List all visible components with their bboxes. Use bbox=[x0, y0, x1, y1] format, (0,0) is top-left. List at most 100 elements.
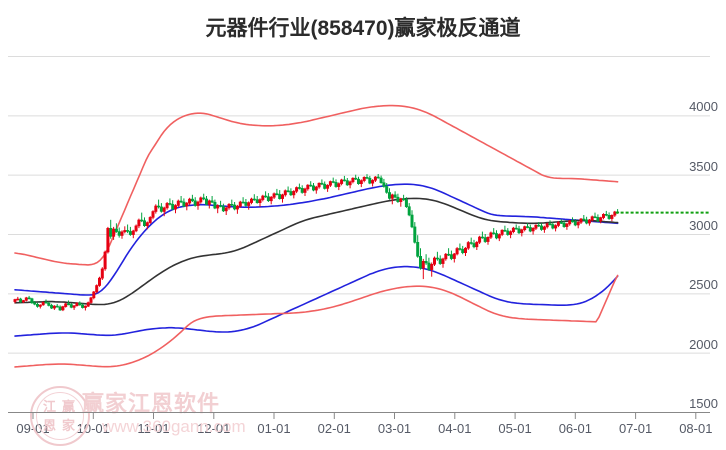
candle-body bbox=[438, 258, 442, 264]
candle-body bbox=[19, 298, 23, 303]
candle-body bbox=[221, 206, 225, 212]
candle-body bbox=[250, 198, 254, 203]
candle-body bbox=[556, 222, 560, 226]
chart-canvas bbox=[8, 56, 710, 368]
candle-body bbox=[258, 199, 262, 204]
candle-body bbox=[283, 190, 287, 196]
candle-body bbox=[199, 197, 203, 203]
candle-body bbox=[365, 177, 369, 179]
candle-body bbox=[309, 184, 313, 187]
candle-body bbox=[98, 277, 102, 286]
candle-body bbox=[509, 231, 513, 235]
x-axis-tick-label: 04-01 bbox=[438, 421, 472, 436]
candle-body bbox=[109, 228, 113, 237]
x-axis-tick-label: 08-01 bbox=[679, 421, 713, 436]
candle-body bbox=[328, 181, 332, 186]
x-axis-tick-label: 10-01 bbox=[76, 421, 110, 436]
candle-body bbox=[418, 256, 422, 269]
candle-body bbox=[565, 223, 569, 227]
candle-body bbox=[582, 218, 586, 221]
candle-body bbox=[432, 257, 436, 265]
candle-body bbox=[154, 205, 158, 212]
candle-body bbox=[402, 198, 406, 201]
candle-body bbox=[252, 198, 256, 201]
candle-body bbox=[320, 182, 324, 185]
candle-body bbox=[255, 199, 259, 204]
candle-body bbox=[455, 248, 459, 255]
candle-body bbox=[466, 242, 470, 249]
candle-body bbox=[326, 185, 330, 189]
candle-body bbox=[506, 230, 510, 235]
candle-body bbox=[38, 304, 42, 307]
candle-body bbox=[117, 231, 121, 236]
candle-body bbox=[52, 305, 56, 309]
candle-body bbox=[275, 193, 279, 195]
candle-body bbox=[590, 216, 594, 221]
candle-body bbox=[342, 179, 346, 182]
candle-body bbox=[75, 302, 79, 307]
candle-body bbox=[351, 177, 355, 183]
candle-body bbox=[311, 185, 315, 191]
x-axis-tick-label: 09-01 bbox=[16, 421, 50, 436]
candle-body bbox=[576, 222, 580, 226]
candle-body bbox=[396, 196, 400, 202]
candle-body bbox=[289, 191, 293, 196]
candle-body bbox=[238, 201, 242, 207]
candle-body bbox=[528, 227, 532, 232]
candle-body bbox=[13, 299, 17, 302]
candle-body bbox=[376, 176, 380, 179]
candle-body bbox=[81, 304, 85, 308]
candle-body bbox=[483, 237, 487, 242]
candle-body bbox=[517, 228, 521, 234]
candle-body bbox=[182, 201, 186, 207]
candle-body bbox=[190, 198, 194, 202]
candle-body bbox=[399, 198, 403, 202]
candle-body bbox=[295, 187, 299, 192]
candle-body bbox=[539, 225, 543, 230]
candle-body bbox=[424, 261, 428, 264]
candle-body bbox=[247, 202, 251, 206]
candle-body bbox=[55, 305, 59, 308]
candle-body bbox=[165, 203, 169, 209]
candle-body bbox=[317, 182, 321, 188]
candle-body bbox=[441, 258, 445, 264]
x-axis-tick-label: 11-01 bbox=[137, 421, 170, 436]
candle-body bbox=[478, 236, 482, 243]
candle-body bbox=[286, 190, 290, 192]
candle-body bbox=[511, 227, 515, 233]
candle-body bbox=[72, 305, 76, 308]
candle-body bbox=[179, 200, 183, 203]
candle-body bbox=[368, 177, 372, 184]
candle-body bbox=[210, 200, 214, 203]
candle-body bbox=[196, 201, 200, 206]
candle-body bbox=[244, 202, 248, 206]
candle-body bbox=[407, 206, 411, 216]
candle-body bbox=[193, 200, 197, 206]
candle-body bbox=[548, 223, 552, 226]
candle-body bbox=[78, 302, 82, 306]
candle-body bbox=[596, 217, 600, 222]
candle-body bbox=[387, 192, 391, 199]
candle-body bbox=[227, 204, 231, 209]
candle-body bbox=[492, 232, 496, 235]
candle-body bbox=[205, 198, 209, 205]
series-line bbox=[14, 274, 619, 368]
candle-body bbox=[525, 226, 529, 228]
candle-body bbox=[306, 184, 310, 190]
candle-body bbox=[497, 234, 501, 239]
candle-body bbox=[162, 207, 166, 212]
candle-body bbox=[545, 223, 549, 228]
candle-body bbox=[385, 186, 389, 193]
candle-body bbox=[537, 224, 541, 227]
candle-body bbox=[472, 243, 476, 248]
candle-body bbox=[489, 232, 493, 238]
series-line bbox=[14, 265, 619, 337]
candle-body bbox=[520, 229, 524, 234]
candle-body bbox=[345, 180, 349, 186]
x-axis-tick-label: 01-01 bbox=[257, 421, 291, 436]
candle-body bbox=[64, 303, 68, 307]
candle-body bbox=[610, 215, 614, 219]
series-line bbox=[14, 183, 619, 296]
candle-body bbox=[542, 226, 546, 230]
candle-body bbox=[92, 291, 96, 299]
